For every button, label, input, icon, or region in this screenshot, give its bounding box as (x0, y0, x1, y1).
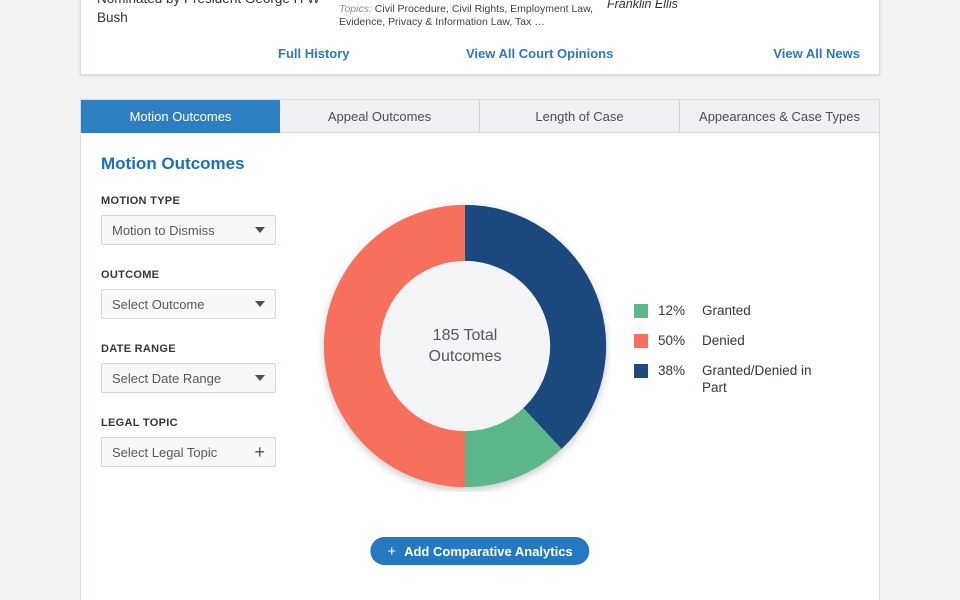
plus-icon: + (254, 442, 265, 462)
donut-slice-granted-denied-in-part (465, 204, 607, 449)
outcome-label: OUTCOME (101, 269, 160, 281)
motion-outcomes-donut-chart: 185 Total Outcomes (319, 200, 611, 492)
filter-date-range: DATE RANGE Select Date Range (101, 343, 276, 393)
legend-item-granted-denied-in-part: 38% Granted/Denied in Part (634, 362, 830, 396)
filter-outcome: OUTCOME Select Outcome (101, 269, 276, 319)
chevron-down-icon (255, 227, 265, 233)
filters-column: MOTION TYPE Motion to Dismiss OUTCOME Se… (101, 195, 276, 491)
motion-type-value: Motion to Dismiss (112, 222, 215, 238)
judge-name: Franklin Ellis (607, 0, 678, 11)
donut-svg (323, 204, 607, 488)
legend-item-denied: 50% Denied (634, 332, 830, 350)
denied-swatch-icon (634, 334, 648, 348)
plus-icon: + (387, 542, 397, 560)
motion-type-label: MOTION TYPE (101, 195, 181, 207)
analytics-tab-bar: Motion Outcomes Appeal Outcomes Length o… (81, 100, 879, 133)
chevron-down-icon (255, 301, 265, 307)
judge-profile-card: Nominated by President George H W Bush T… (80, 0, 880, 75)
date-range-dropdown[interactable]: Select Date Range (101, 363, 276, 393)
donut-hole (379, 260, 551, 432)
view-all-court-opinions-link[interactable]: View All Court Opinions (466, 46, 614, 61)
granted-pct: 12% (658, 303, 686, 318)
tab-appeal-outcomes[interactable]: Appeal Outcomes (280, 100, 479, 133)
chart-legend: 12% Granted 50% Denied 38% Granted/Denie… (634, 302, 830, 408)
view-all-news-link[interactable]: View All News (773, 46, 860, 61)
topics-text: Civil Procedure, Civil Rights, Employmen… (339, 3, 594, 28)
motion-type-dropdown[interactable]: Motion to Dismiss (101, 215, 276, 245)
denied-label: Denied (702, 333, 745, 348)
filter-motion-type: MOTION TYPE Motion to Dismiss (101, 195, 276, 245)
chevron-down-icon (255, 375, 265, 381)
outcome-value: Select Outcome (112, 296, 205, 312)
granted-label: Granted (702, 303, 751, 318)
tab-length-of-case[interactable]: Length of Case (479, 100, 679, 133)
nominated-by-text: Nominated by President George H W Bush (97, 0, 320, 25)
add-comparative-analytics-button[interactable]: + Add Comparative Analytics (370, 537, 590, 565)
outcome-dropdown[interactable]: Select Outcome (101, 289, 276, 319)
date-range-label: DATE RANGE (101, 343, 176, 355)
granted-swatch-icon (634, 304, 648, 318)
granted-denied-in-part-swatch-icon (634, 364, 648, 378)
tab-appearances-case-types[interactable]: Appearances & Case Types (679, 100, 879, 133)
legal-topic-value: Select Legal Topic (112, 444, 218, 460)
topics-label: Topics: (339, 3, 372, 15)
tab-motion-outcomes[interactable]: Motion Outcomes (81, 100, 280, 133)
granted-denied-in-part-pct: 38% (658, 363, 686, 378)
granted-denied-in-part-label: Granted/Denied in Part (702, 363, 812, 395)
denied-pct: 50% (658, 333, 686, 348)
full-history-link[interactable]: Full History (278, 46, 350, 61)
analytics-panel: Motion Outcomes Appeal Outcomes Length o… (80, 99, 880, 600)
legend-item-granted: 12% Granted (634, 302, 830, 320)
donut-center-label: 185 Total Outcomes (428, 327, 502, 365)
donut-slice-denied (323, 204, 465, 488)
date-range-value: Select Date Range (112, 370, 222, 386)
filter-legal-topic: LEGAL TOPIC Select Legal Topic + (101, 417, 276, 467)
legal-topic-label: LEGAL TOPIC (101, 417, 178, 429)
legal-topic-picker[interactable]: Select Legal Topic + (101, 437, 276, 467)
page-title: Motion Outcomes (101, 154, 245, 173)
add-comparative-analytics-label: Add Comparative Analytics (404, 543, 573, 559)
topics-block: Topics: Civil Procedure, Civil Rights, E… (339, 3, 597, 28)
